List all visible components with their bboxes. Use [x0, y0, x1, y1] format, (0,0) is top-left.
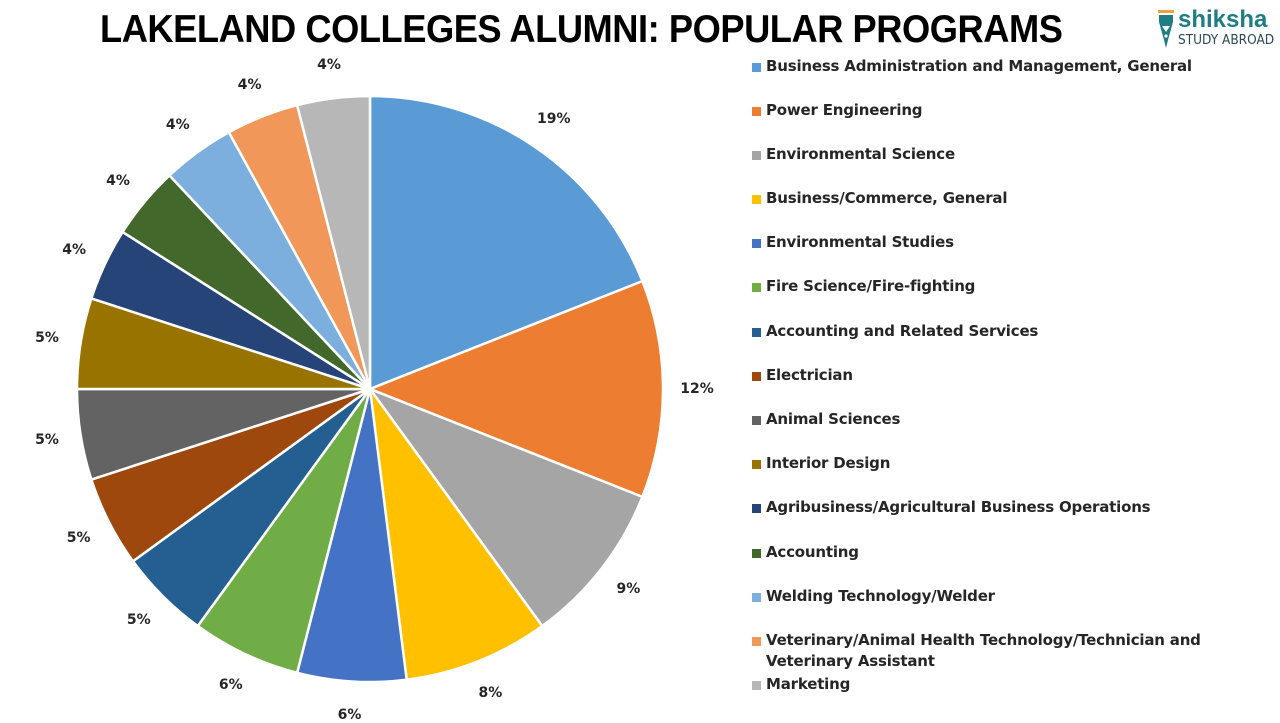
slice-percent-label: 19%: [537, 110, 571, 127]
legend-swatch: [752, 195, 761, 204]
slice-percent-label: 8%: [478, 685, 503, 701]
legend-label: Veterinary/Animal Health Technology/Tech…: [766, 631, 1201, 670]
legend-item: Interior Design: [752, 453, 1280, 474]
pie-slice: [295, 94, 372, 391]
shiksha-logo: shiksha STUDY ABROAD: [1154, 6, 1278, 52]
pie-slice: [368, 279, 665, 499]
slice-percent-label: 4%: [237, 77, 262, 93]
legend-swatch: [752, 107, 761, 116]
legend-label: Fire Science/Fire-fighting: [766, 277, 976, 295]
slice-percent-label: 4%: [165, 116, 190, 133]
slice-percent-label: 12%: [680, 381, 714, 397]
legend-item: Veterinary/Animal Health Technology/Tech…: [752, 630, 1280, 672]
legend-item: Marketing: [752, 674, 1280, 695]
legend-label: Power Engineering: [766, 101, 923, 119]
legend-swatch: [752, 637, 761, 646]
legend-label: Accounting and Related Services: [766, 322, 1039, 340]
legend-label: Agribusiness/Agricultural Business Opera…: [766, 498, 1151, 516]
pie-chart: [75, 94, 665, 684]
legend-item: Welding Technology/Welder: [752, 586, 1280, 607]
legend-item: Accounting: [752, 542, 1280, 563]
legend-swatch: [752, 372, 761, 381]
chart-title: LAKELAND COLLEGES ALUMNI: POPULAR PROGRA…: [100, 8, 1063, 51]
legend-swatch: [752, 239, 761, 248]
slice-percent-label: 4%: [62, 241, 86, 258]
legend-item: Environmental Science: [752, 144, 1280, 165]
legend-swatch: [752, 328, 761, 337]
legend-swatch: [752, 416, 761, 425]
legend-label: Business/Commerce, General: [766, 189, 1008, 207]
legend-item: Animal Sciences: [752, 409, 1280, 430]
logo-tagline: STUDY ABROAD: [1178, 32, 1275, 48]
legend-item: Power Engineering: [752, 100, 1280, 121]
slice-percent-label: 5%: [126, 612, 151, 629]
legend-item: Agribusiness/Agricultural Business Opera…: [752, 497, 1280, 518]
slice-percent-label: 6%: [337, 707, 362, 723]
legend-item: Business/Commerce, General: [752, 188, 1280, 209]
slice-percent-label: 5%: [35, 329, 59, 346]
legend-swatch: [752, 151, 761, 160]
legend-swatch: [752, 681, 761, 690]
legend-label: Welding Technology/Welder: [766, 587, 995, 605]
legend-label: Interior Design: [766, 454, 891, 472]
pie-slice: [368, 387, 544, 681]
pen-nib-icon: [1158, 10, 1174, 48]
pie-slice: [368, 387, 644, 628]
slice-percent-label: 9%: [616, 581, 641, 598]
slice-percent-label: 5%: [35, 432, 59, 449]
logo-brand: shiksha: [1178, 6, 1268, 33]
legend-label: Marketing: [766, 675, 851, 693]
legend-item: Electrician: [752, 365, 1280, 386]
legend-item: Accounting and Related Services: [752, 321, 1280, 342]
legend-item: Fire Science/Fire-fighting: [752, 276, 1280, 297]
legend-label: Business Administration and Management, …: [766, 57, 1192, 75]
legend-swatch: [752, 63, 761, 72]
legend-label: Environmental Science: [766, 145, 955, 163]
legend-swatch: [752, 593, 761, 602]
legend-label: Environmental Studies: [766, 233, 954, 251]
legend-swatch: [752, 549, 761, 558]
legend-swatch: [752, 460, 761, 469]
legend-label: Animal Sciences: [766, 410, 901, 428]
legend-item: Business Administration and Management, …: [752, 56, 1280, 77]
slice-percent-label: 5%: [66, 529, 91, 546]
legend-swatch: [752, 283, 761, 292]
legend-swatch: [752, 504, 761, 513]
slice-percent-label: 4%: [317, 56, 341, 73]
pie-slice: [368, 94, 644, 391]
slice-percent-label: 4%: [106, 172, 130, 189]
slice-percent-label: 6%: [218, 676, 243, 693]
legend-label: Electrician: [766, 366, 853, 384]
legend-item: Environmental Studies: [752, 232, 1280, 253]
legend-label: Accounting: [766, 543, 859, 561]
